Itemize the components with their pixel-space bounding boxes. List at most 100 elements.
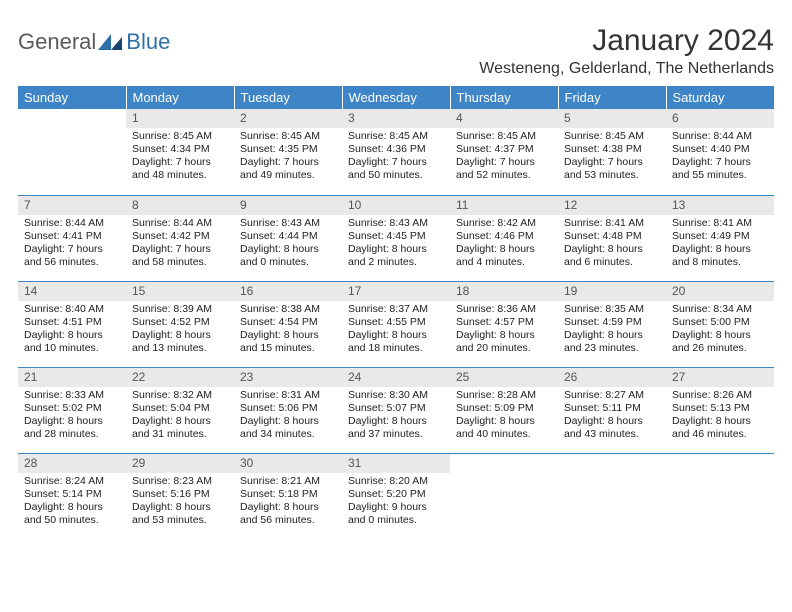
sunrise-line: Sunrise: 8:21 AM <box>240 475 336 488</box>
day-details: Sunrise: 8:32 AMSunset: 5:04 PMDaylight:… <box>126 387 234 446</box>
sunrise-line: Sunrise: 8:20 AM <box>348 475 444 488</box>
brand-text-general: General <box>18 29 96 55</box>
day-number: 24 <box>342 368 450 387</box>
calendar-cell: 28Sunrise: 8:24 AMSunset: 5:14 PMDayligh… <box>18 453 126 539</box>
calendar-week-row: 7Sunrise: 8:44 AMSunset: 4:41 PMDaylight… <box>18 195 774 281</box>
calendar-cell: 17Sunrise: 8:37 AMSunset: 4:55 PMDayligh… <box>342 281 450 367</box>
calendar-cell: 20Sunrise: 8:34 AMSunset: 5:00 PMDayligh… <box>666 281 774 367</box>
sunset-line: Sunset: 5:20 PM <box>348 488 444 501</box>
sunset-line: Sunset: 4:38 PM <box>564 143 660 156</box>
title-block: January 2024 Westeneng, Gelderland, The … <box>479 24 774 78</box>
sunrise-line: Sunrise: 8:37 AM <box>348 303 444 316</box>
daylight-line: Daylight: 8 hours and 53 minutes. <box>132 501 228 527</box>
daylight-line: Daylight: 8 hours and 8 minutes. <box>672 243 768 269</box>
day-number: 16 <box>234 282 342 301</box>
brand-text-blue: Blue <box>126 29 170 55</box>
sunrise-line: Sunrise: 8:44 AM <box>672 130 768 143</box>
sunrise-line: Sunrise: 8:39 AM <box>132 303 228 316</box>
sunset-line: Sunset: 4:36 PM <box>348 143 444 156</box>
sunset-line: Sunset: 4:41 PM <box>24 230 120 243</box>
calendar-cell: 13Sunrise: 8:41 AMSunset: 4:49 PMDayligh… <box>666 195 774 281</box>
sunset-line: Sunset: 4:51 PM <box>24 316 120 329</box>
sunset-line: Sunset: 4:37 PM <box>456 143 552 156</box>
day-number: 9 <box>234 196 342 215</box>
day-details: Sunrise: 8:45 AMSunset: 4:34 PMDaylight:… <box>126 128 234 187</box>
day-details: Sunrise: 8:43 AMSunset: 4:44 PMDaylight:… <box>234 215 342 274</box>
weekday-header-row: Sunday Monday Tuesday Wednesday Thursday… <box>18 86 774 109</box>
day-number: 5 <box>558 109 666 128</box>
day-number: 15 <box>126 282 234 301</box>
daylight-line: Daylight: 8 hours and 13 minutes. <box>132 329 228 355</box>
calendar-cell: 1Sunrise: 8:45 AMSunset: 4:34 PMDaylight… <box>126 109 234 195</box>
calendar-cell: 26Sunrise: 8:27 AMSunset: 5:11 PMDayligh… <box>558 367 666 453</box>
daylight-line: Daylight: 8 hours and 28 minutes. <box>24 415 120 441</box>
calendar-week-row: 14Sunrise: 8:40 AMSunset: 4:51 PMDayligh… <box>18 281 774 367</box>
day-number: 4 <box>450 109 558 128</box>
sunset-line: Sunset: 4:42 PM <box>132 230 228 243</box>
day-number: 19 <box>558 282 666 301</box>
calendar-cell <box>450 453 558 539</box>
day-details: Sunrise: 8:39 AMSunset: 4:52 PMDaylight:… <box>126 301 234 360</box>
sunrise-line: Sunrise: 8:43 AM <box>240 217 336 230</box>
sunset-line: Sunset: 4:35 PM <box>240 143 336 156</box>
sunrise-line: Sunrise: 8:41 AM <box>564 217 660 230</box>
calendar-cell: 23Sunrise: 8:31 AMSunset: 5:06 PMDayligh… <box>234 367 342 453</box>
sunrise-line: Sunrise: 8:44 AM <box>24 217 120 230</box>
daylight-line: Daylight: 7 hours and 49 minutes. <box>240 156 336 182</box>
day-number: 1 <box>126 109 234 128</box>
day-details: Sunrise: 8:27 AMSunset: 5:11 PMDaylight:… <box>558 387 666 446</box>
calendar-cell <box>18 109 126 195</box>
day-number: 27 <box>666 368 774 387</box>
sunset-line: Sunset: 5:18 PM <box>240 488 336 501</box>
day-number: 3 <box>342 109 450 128</box>
sunset-line: Sunset: 4:59 PM <box>564 316 660 329</box>
calendar-cell: 8Sunrise: 8:44 AMSunset: 4:42 PMDaylight… <box>126 195 234 281</box>
day-number: 31 <box>342 454 450 473</box>
weekday-header: Monday <box>126 86 234 109</box>
sunrise-line: Sunrise: 8:27 AM <box>564 389 660 402</box>
sunrise-line: Sunrise: 8:33 AM <box>24 389 120 402</box>
sunset-line: Sunset: 4:52 PM <box>132 316 228 329</box>
weekday-header: Sunday <box>18 86 126 109</box>
day-details: Sunrise: 8:21 AMSunset: 5:18 PMDaylight:… <box>234 473 342 532</box>
day-number: 10 <box>342 196 450 215</box>
sunset-line: Sunset: 4:54 PM <box>240 316 336 329</box>
sunrise-line: Sunrise: 8:45 AM <box>132 130 228 143</box>
sunrise-line: Sunrise: 8:41 AM <box>672 217 768 230</box>
sunrise-line: Sunrise: 8:31 AM <box>240 389 336 402</box>
daylight-line: Daylight: 8 hours and 26 minutes. <box>672 329 768 355</box>
sunrise-line: Sunrise: 8:26 AM <box>672 389 768 402</box>
sunset-line: Sunset: 4:55 PM <box>348 316 444 329</box>
calendar-week-row: 1Sunrise: 8:45 AMSunset: 4:34 PMDaylight… <box>18 109 774 195</box>
calendar-cell: 16Sunrise: 8:38 AMSunset: 4:54 PMDayligh… <box>234 281 342 367</box>
sunrise-line: Sunrise: 8:45 AM <box>564 130 660 143</box>
sunrise-line: Sunrise: 8:24 AM <box>24 475 120 488</box>
day-details: Sunrise: 8:30 AMSunset: 5:07 PMDaylight:… <box>342 387 450 446</box>
day-details: Sunrise: 8:44 AMSunset: 4:40 PMDaylight:… <box>666 128 774 187</box>
calendar-cell: 11Sunrise: 8:42 AMSunset: 4:46 PMDayligh… <box>450 195 558 281</box>
month-title: January 2024 <box>479 24 774 58</box>
calendar-cell: 3Sunrise: 8:45 AMSunset: 4:36 PMDaylight… <box>342 109 450 195</box>
sunset-line: Sunset: 5:06 PM <box>240 402 336 415</box>
sunrise-line: Sunrise: 8:30 AM <box>348 389 444 402</box>
sunrise-line: Sunrise: 8:43 AM <box>348 217 444 230</box>
sunset-line: Sunset: 5:13 PM <box>672 402 768 415</box>
day-details: Sunrise: 8:45 AMSunset: 4:36 PMDaylight:… <box>342 128 450 187</box>
daylight-line: Daylight: 8 hours and 4 minutes. <box>456 243 552 269</box>
sunset-line: Sunset: 5:04 PM <box>132 402 228 415</box>
daylight-line: Daylight: 8 hours and 20 minutes. <box>456 329 552 355</box>
day-details: Sunrise: 8:37 AMSunset: 4:55 PMDaylight:… <box>342 301 450 360</box>
day-details: Sunrise: 8:35 AMSunset: 4:59 PMDaylight:… <box>558 301 666 360</box>
calendar-week-row: 21Sunrise: 8:33 AMSunset: 5:02 PMDayligh… <box>18 367 774 453</box>
day-details: Sunrise: 8:23 AMSunset: 5:16 PMDaylight:… <box>126 473 234 532</box>
sunrise-line: Sunrise: 8:28 AM <box>456 389 552 402</box>
daylight-line: Daylight: 8 hours and 23 minutes. <box>564 329 660 355</box>
day-details: Sunrise: 8:41 AMSunset: 4:49 PMDaylight:… <box>666 215 774 274</box>
sunrise-line: Sunrise: 8:38 AM <box>240 303 336 316</box>
sunset-line: Sunset: 4:34 PM <box>132 143 228 156</box>
day-details: Sunrise: 8:31 AMSunset: 5:06 PMDaylight:… <box>234 387 342 446</box>
calendar-cell <box>558 453 666 539</box>
day-details: Sunrise: 8:41 AMSunset: 4:48 PMDaylight:… <box>558 215 666 274</box>
sunset-line: Sunset: 4:48 PM <box>564 230 660 243</box>
calendar-cell: 6Sunrise: 8:44 AMSunset: 4:40 PMDaylight… <box>666 109 774 195</box>
